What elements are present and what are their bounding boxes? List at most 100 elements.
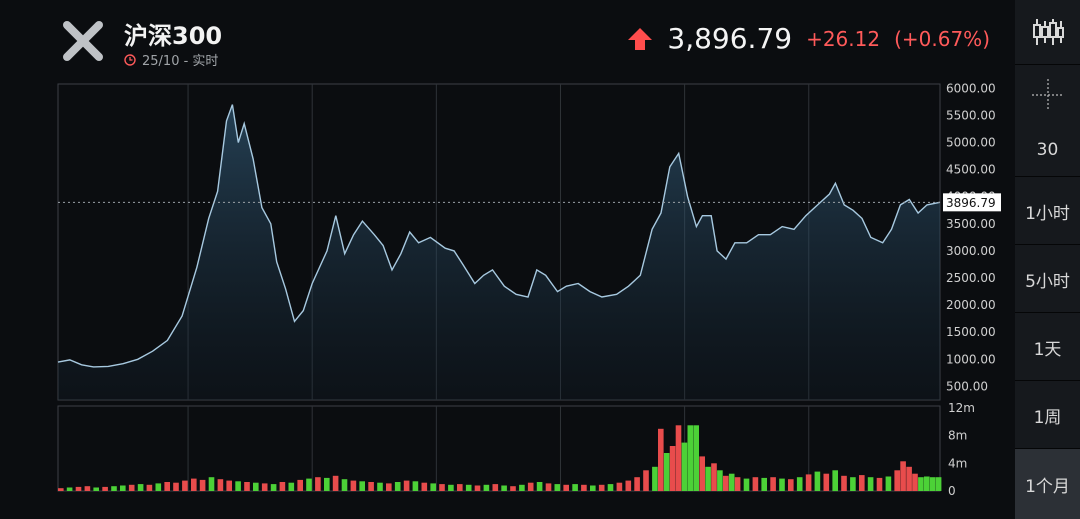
volume-bar bbox=[788, 479, 794, 491]
volume-bar bbox=[924, 476, 930, 491]
volume-bar bbox=[120, 485, 126, 491]
volume-bar bbox=[217, 479, 224, 491]
volume-tick-label: 4m bbox=[948, 456, 967, 470]
volume-bar bbox=[173, 482, 179, 491]
volume-bar bbox=[75, 486, 82, 491]
volume-bar bbox=[527, 482, 534, 491]
volume-bar bbox=[693, 425, 699, 491]
volume-bar bbox=[146, 484, 153, 491]
subtitle-text: 25/10 - 实时 bbox=[142, 54, 219, 69]
volume-bar bbox=[796, 477, 803, 491]
price-line bbox=[57, 104, 941, 368]
volume-bar bbox=[182, 480, 188, 491]
volume-bar bbox=[155, 483, 162, 491]
volume-bar bbox=[492, 484, 499, 491]
volume-tick-label: 8m bbox=[948, 429, 967, 443]
volume-bar bbox=[288, 482, 295, 491]
volume-bar bbox=[253, 482, 259, 491]
current-price-tag-label: 3896.79 bbox=[946, 196, 996, 210]
volume-bar bbox=[164, 482, 170, 491]
volume-bar bbox=[929, 477, 936, 491]
volume-bar bbox=[465, 484, 472, 491]
volume-bar bbox=[324, 477, 330, 491]
volume-bar bbox=[457, 484, 463, 491]
volume-bar bbox=[663, 453, 670, 491]
price-chart[interactable]: 6000.005500.005000.004500.004000.003500.… bbox=[56, 82, 1011, 496]
volume-bar bbox=[859, 475, 865, 491]
interval-sidebar: 30 1小时 5小时 1天 1周 1个月 bbox=[1015, 0, 1080, 519]
y-tick-label: 3500.00 bbox=[946, 217, 996, 231]
volume-bar bbox=[332, 475, 339, 491]
volume-bar bbox=[545, 483, 552, 491]
volume-bar bbox=[191, 478, 197, 491]
volume-bar bbox=[616, 482, 623, 491]
volume-bar bbox=[279, 482, 286, 491]
y-tick-label: 1500.00 bbox=[946, 325, 996, 339]
volume-bar bbox=[779, 478, 785, 491]
interval-1d[interactable]: 1天 bbox=[1015, 312, 1080, 381]
volume-bar bbox=[261, 483, 268, 491]
volume-bar bbox=[111, 486, 117, 491]
volume-bar bbox=[226, 480, 232, 491]
volume-bar bbox=[483, 484, 490, 491]
volume-bar bbox=[93, 487, 99, 491]
volume-bar bbox=[244, 482, 250, 491]
y-tick-label: 4500.00 bbox=[946, 163, 996, 177]
volume-bar bbox=[912, 473, 918, 491]
volume-bar bbox=[199, 479, 206, 491]
volume-bar bbox=[430, 483, 436, 491]
volume-bar bbox=[675, 425, 682, 491]
volume-bar bbox=[634, 477, 640, 491]
y-tick-label: 500.00 bbox=[946, 379, 988, 393]
interval-1m[interactable]: 1个月 bbox=[1015, 448, 1080, 519]
volume-bar bbox=[728, 473, 735, 491]
volume-panel-border bbox=[57, 405, 941, 492]
volume-bar bbox=[270, 484, 277, 491]
volume-bar bbox=[128, 484, 135, 491]
volume-bar bbox=[510, 486, 516, 491]
interval-5h[interactable]: 5小时 bbox=[1015, 244, 1080, 313]
volume-bar bbox=[572, 484, 578, 491]
volume-bar bbox=[658, 428, 664, 492]
crosshair-button[interactable] bbox=[1015, 64, 1080, 125]
volume-tick-label: 12m bbox=[948, 401, 975, 415]
y-tick-label: 5500.00 bbox=[946, 108, 996, 122]
current-price: 3,896.79 bbox=[667, 22, 793, 55]
volume-bar bbox=[805, 474, 812, 491]
up-arrow-icon bbox=[628, 27, 653, 50]
volume-bar bbox=[377, 482, 383, 491]
volume-bar bbox=[761, 477, 767, 491]
volume-bar bbox=[412, 481, 419, 491]
volume-bar bbox=[341, 479, 348, 491]
y-tick-label: 1000.00 bbox=[946, 352, 996, 366]
volume-bar bbox=[752, 477, 759, 491]
volume-bar bbox=[84, 486, 91, 491]
y-tick-label: 2500.00 bbox=[946, 271, 996, 285]
y-tick-label: 5000.00 bbox=[946, 136, 996, 150]
volume-bar bbox=[58, 488, 64, 491]
interval-30[interactable]: 30 bbox=[1036, 140, 1059, 160]
close-icon[interactable] bbox=[60, 18, 106, 64]
volume-bar bbox=[386, 483, 392, 491]
volume-bar bbox=[607, 484, 614, 491]
y-tick-label: 3000.00 bbox=[946, 244, 996, 258]
interval-1h[interactable]: 1小时 bbox=[1015, 176, 1080, 245]
volume-bar bbox=[723, 475, 729, 491]
volume-bar bbox=[681, 442, 688, 491]
interval-1w[interactable]: 1周 bbox=[1015, 380, 1080, 449]
volume-bar bbox=[297, 479, 303, 491]
volume-bar bbox=[598, 484, 605, 491]
volume-bar bbox=[519, 484, 525, 491]
volume-bar bbox=[501, 485, 507, 491]
chart-type-button[interactable] bbox=[1015, 0, 1080, 64]
volume-bar bbox=[581, 484, 587, 491]
page-title: 沪深300 bbox=[124, 22, 223, 50]
volume-bar bbox=[474, 485, 481, 491]
volume-bar bbox=[208, 477, 215, 491]
volume-bar bbox=[359, 481, 365, 491]
crosshair-icon bbox=[1031, 79, 1064, 111]
volume-bar bbox=[841, 475, 847, 491]
volume-bar bbox=[563, 484, 569, 491]
volume-bar bbox=[894, 470, 900, 492]
price-summary: 3,896.79 +26.12 (+0.67%) bbox=[627, 22, 990, 55]
